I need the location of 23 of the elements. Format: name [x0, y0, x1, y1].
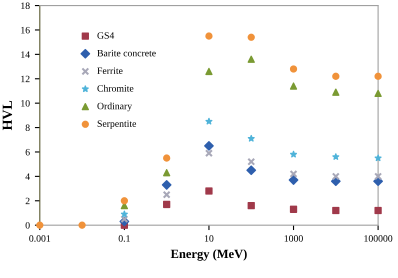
y-tick-label: 16 — [21, 26, 30, 34]
y-tick-label: 0 — [26, 222, 30, 229]
x-tick-label: 100000 — [364, 235, 392, 242]
y-tick-label: 8 — [26, 124, 30, 132]
legend-label: Chromite — [97, 84, 134, 92]
y-tick-label: 4 — [25, 173, 30, 180]
x-axis-title: Energy (MeV) — [170, 249, 247, 261]
x-tick-label: 10 — [204, 235, 214, 242]
y-tick-label: 2 — [26, 198, 30, 204]
legend-label: Serpentite — [98, 120, 136, 129]
legend-label: GS4 — [97, 32, 114, 39]
legend-label: Ferrite — [97, 68, 123, 74]
legend-label: Ordinary — [97, 102, 132, 112]
y-tick-label: 10 — [21, 100, 30, 107]
y-tick-label: 12 — [21, 76, 30, 82]
y-axis-title: HVL — [2, 100, 12, 130]
y-tick-label: 14 — [21, 51, 30, 58]
x-tick-label: 0.001 — [29, 235, 50, 242]
x-tick-label: 1000 — [284, 235, 303, 242]
y-tick-label: 6 — [26, 148, 30, 156]
legend-label: Barite concrete — [97, 50, 156, 56]
x-tick-label: 0.1 — [118, 235, 130, 242]
y-tick-label: 18 — [21, 2, 30, 10]
